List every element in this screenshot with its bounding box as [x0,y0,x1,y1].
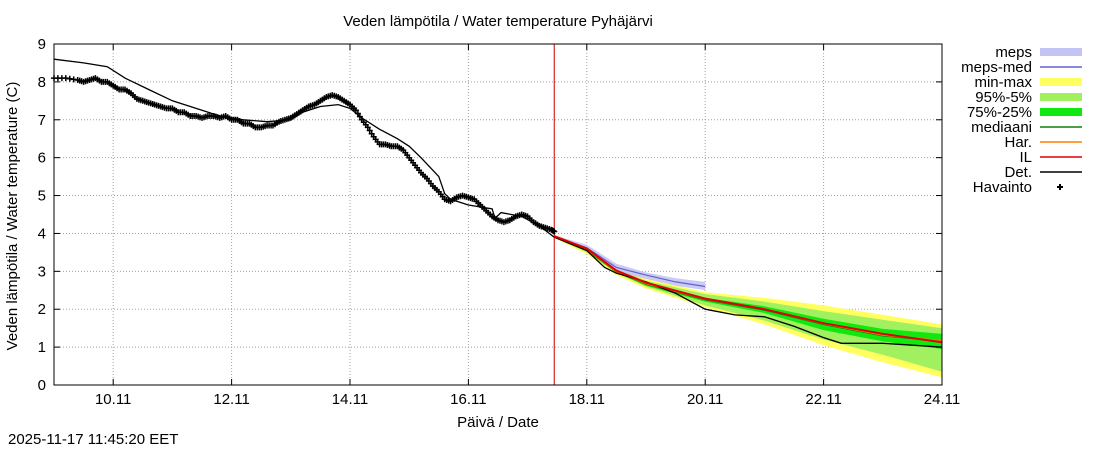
y-tick-label: 5 [38,188,46,205]
x-tick-label: 24.11 [924,391,960,408]
legend-label-det: Det. [1004,164,1032,181]
line-il [553,235,943,344]
band-75-25 [554,236,942,349]
legend-label-median: mediaani [971,119,1032,136]
observation-point [364,124,371,131]
legend: mepsmeps-medmin-max95%-5%75%-25%mediaani… [961,44,1082,196]
legend-swatch-minmax [1040,78,1082,86]
y-tick-label: 9 [38,36,46,53]
legend-label-p75_25: 75%-25% [967,104,1032,121]
plot-frame [53,43,943,386]
observation-point [368,130,375,137]
legend-label-p95_5: 95%-5% [975,89,1032,106]
legend-swatch-p95_5 [1040,93,1082,101]
observation-point [354,110,361,117]
x-tick-label: 16.11 [450,391,486,408]
legend-swatch-p75_25 [1040,108,1082,116]
chart-title: Veden lämpötila / Water temperature Pyhä… [343,13,653,30]
legend-label-minmax: min-max [974,74,1032,91]
band-meps [554,235,706,291]
legend-label-il: IL [1019,149,1032,166]
legend-label-meps: meps [995,44,1032,61]
x-tick-label: 12.11 [213,391,249,408]
y-tick-label: 8 [38,74,46,91]
observation-point [356,113,363,120]
y-tick-label: 0 [38,377,46,394]
x-tick-label: 22.11 [805,391,841,408]
x-tick-label: 10.11 [95,391,131,408]
observation-markers [51,75,558,235]
observation-point [352,107,359,114]
x-tick-label: 18.11 [569,391,605,408]
y-axis-label: Veden lämpötila / Water temperature (C) [4,82,21,351]
x-tick-label: 20.11 [687,391,723,408]
band-95-5 [554,235,942,372]
legend-swatch-obs [1057,184,1063,190]
y-tick-label: 4 [38,225,46,242]
x-axis-label: Päivä / Date [457,414,539,431]
y-tick-label: 6 [38,150,46,167]
plot-area: 10.11 12.11 14.11 16.11 18.11 20.11 22.11 24.11… [38,36,961,408]
legend-swatch-meps [1040,48,1082,56]
legend-label-obs: Havainto [973,179,1032,196]
y-tick-label: 7 [38,112,46,129]
y-tick-label: 1 [38,339,46,356]
y-tick-label: 3 [38,263,46,280]
x-tick-label: 14.11 [332,391,368,408]
legend-label-meps_med: meps-med [961,59,1032,76]
observation-point [551,228,558,235]
legend-label-har: Har. [1004,134,1032,151]
observation-point [366,127,373,134]
y-tick-label: 2 [38,301,46,318]
timestamp: 2025-11-17 11:45:20 EET [8,431,179,448]
